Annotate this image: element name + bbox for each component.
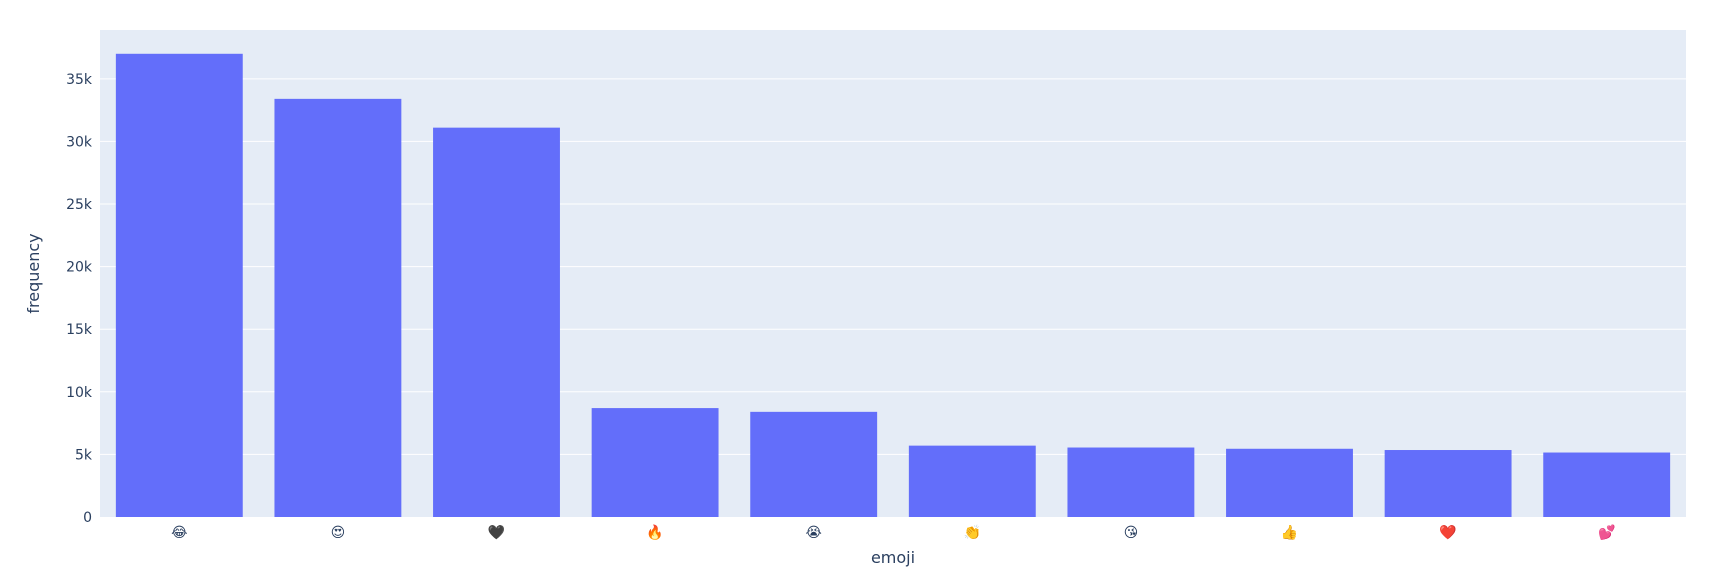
y-axis-title: frequency — [24, 233, 43, 313]
bar — [1384, 450, 1512, 517]
x-tick-label: 👏 — [964, 524, 981, 541]
bar — [1067, 447, 1195, 517]
y-tick-label: 35k — [66, 72, 93, 88]
x-tick-label: 👍 — [1281, 524, 1298, 541]
bar — [1543, 452, 1671, 517]
y-tick-label: 30k — [66, 134, 93, 150]
bars — [115, 53, 1671, 518]
x-tick-label: 😂 — [171, 525, 187, 541]
y-tick-label: 0 — [83, 510, 92, 526]
y-tick-label: 20k — [66, 260, 93, 276]
y-tick-label: 5k — [75, 447, 93, 463]
bar — [1226, 448, 1353, 517]
bar — [750, 411, 878, 517]
bar — [908, 445, 1036, 517]
x-axis-ticks: 😂 😍 🖤 🔥 😭 👏 😘 👍 ❤️ 💕 — [171, 524, 1615, 541]
bar — [433, 127, 560, 517]
y-tick-label: 25k — [66, 197, 93, 213]
x-tick-label: 🔥 — [646, 524, 663, 541]
x-tick-label: 😍 — [331, 525, 346, 541]
bar — [274, 98, 402, 517]
x-tick-label: 😭 — [806, 525, 822, 541]
y-tick-label: 15k — [66, 322, 93, 338]
x-tick-label: 💕 — [1598, 524, 1615, 541]
x-tick-label: ❤️ — [1439, 524, 1457, 541]
y-axis-ticks: 0 5k 10k 15k 20k 25k 30k 35k — [66, 72, 93, 526]
x-tick-label: 😘 — [1124, 525, 1139, 541]
x-tick-label: 🖤 — [488, 524, 506, 541]
bar — [115, 53, 243, 518]
y-tick-label: 10k — [66, 385, 93, 401]
bar — [591, 408, 719, 517]
x-axis-title: emoji — [871, 548, 915, 567]
